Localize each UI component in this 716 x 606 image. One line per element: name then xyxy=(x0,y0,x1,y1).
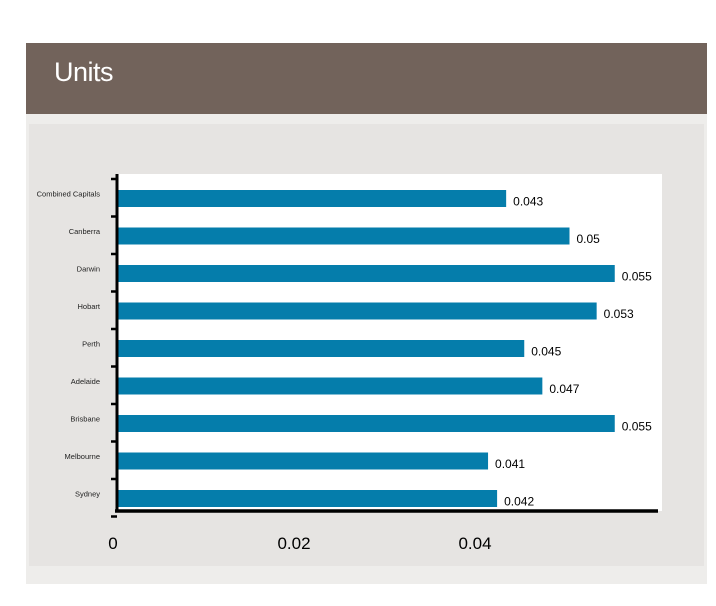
category-label: Brisbane xyxy=(70,415,100,424)
data-label: 0.047 xyxy=(549,382,579,396)
bar-adelaide xyxy=(117,377,543,395)
category-label: Hobart xyxy=(77,302,100,311)
category-label: Perth xyxy=(82,340,100,349)
category-label: Melbourne xyxy=(65,452,100,461)
bar-canberra xyxy=(117,227,570,245)
data-label: 0.055 xyxy=(622,420,652,434)
data-label: 0.042 xyxy=(504,495,534,509)
data-label: 0.045 xyxy=(531,345,561,359)
header-bar: Units xyxy=(26,43,707,114)
data-label: 0.05 xyxy=(577,232,601,246)
data-label: 0.055 xyxy=(622,270,652,284)
data-label: 0.043 xyxy=(513,195,543,209)
data-label: 0.053 xyxy=(604,307,634,321)
category-label: Combined Capitals xyxy=(37,190,101,199)
category-label: Adelaide xyxy=(71,377,100,386)
category-label: Sydney xyxy=(75,490,100,499)
x-tick-label: 0 xyxy=(108,534,117,553)
bar-darwin xyxy=(117,265,615,282)
bar-combined-capitals xyxy=(117,190,507,207)
x-tick-label: 0.02 xyxy=(277,534,310,553)
bar-brisbane xyxy=(117,415,615,432)
data-label: 0.041 xyxy=(495,457,525,471)
bar-perth xyxy=(117,340,525,357)
category-label: Canberra xyxy=(69,227,101,236)
bar-melbourne xyxy=(117,452,489,470)
page-title: Units xyxy=(54,57,114,87)
bar-sydney xyxy=(117,490,498,507)
x-tick-label: 0.04 xyxy=(458,534,491,553)
bar-hobart xyxy=(117,302,597,320)
category-label: Darwin xyxy=(77,265,100,274)
